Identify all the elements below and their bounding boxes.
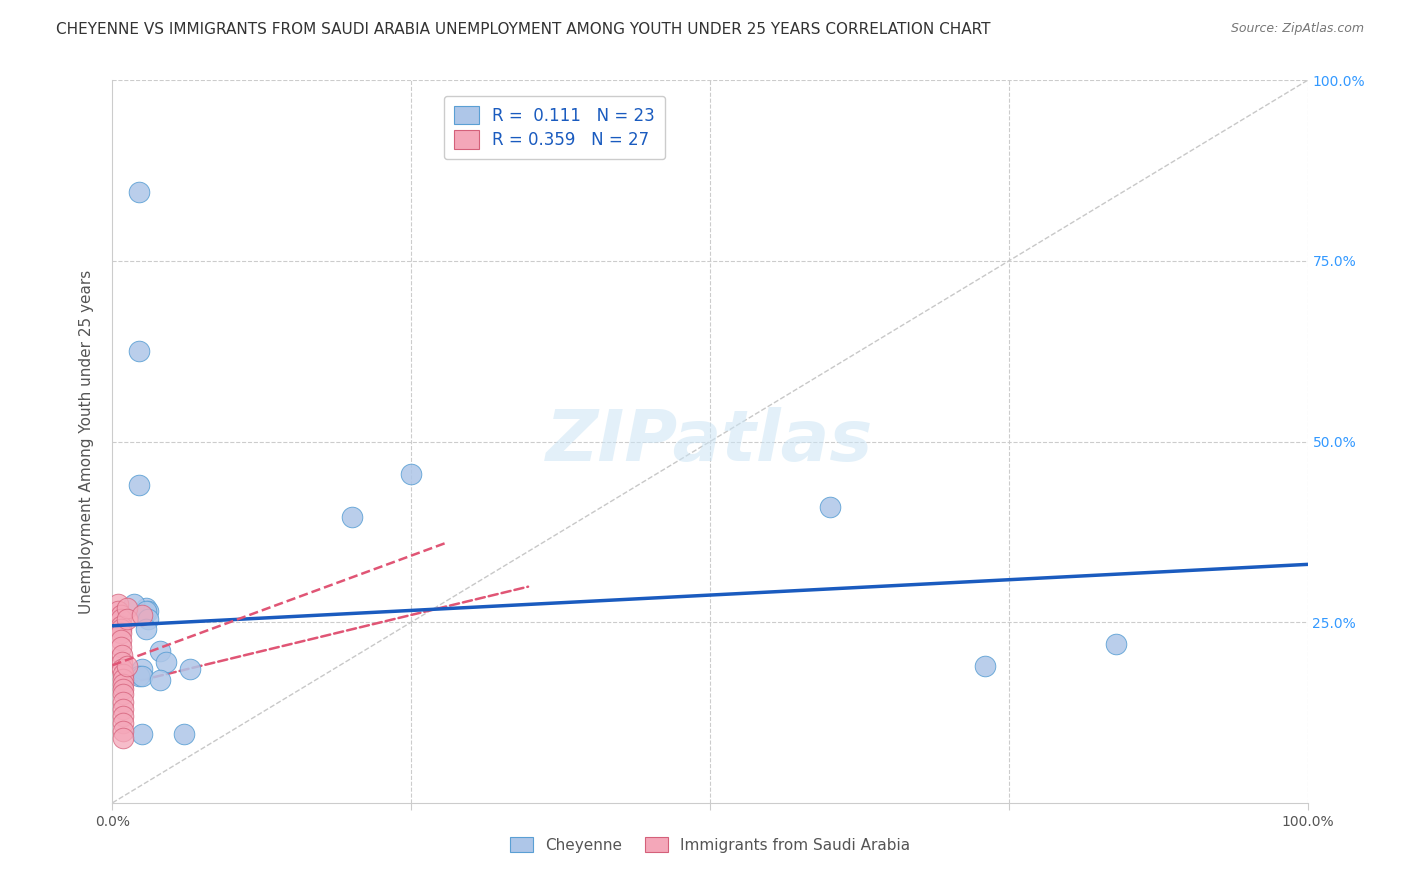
Point: [340, 510, 363, 524]
Point: [131, 607, 153, 622]
Legend: Cheyenne, Immigrants from Saudi Arabia: Cheyenne, Immigrants from Saudi Arabia: [502, 829, 918, 860]
Point: [112, 667, 135, 681]
Point: [112, 676, 135, 690]
Point: [1105, 637, 1128, 651]
Point: [110, 626, 132, 640]
Point: [112, 723, 135, 738]
Point: [112, 716, 135, 731]
Text: Source: ZipAtlas.com: Source: ZipAtlas.com: [1230, 22, 1364, 36]
Point: [173, 727, 195, 741]
Point: [110, 633, 132, 648]
Point: [128, 186, 150, 200]
Point: [110, 619, 132, 633]
Point: [128, 344, 150, 359]
Point: [155, 655, 177, 669]
Point: [138, 604, 160, 618]
Point: [111, 655, 134, 669]
Point: [131, 727, 153, 741]
Point: [110, 640, 132, 655]
Point: [401, 467, 423, 481]
Point: [179, 662, 201, 676]
Point: [122, 597, 145, 611]
Point: [112, 687, 135, 701]
Point: [131, 669, 153, 683]
Point: [111, 648, 134, 662]
Point: [135, 600, 157, 615]
Point: [128, 478, 150, 492]
Point: [131, 662, 153, 676]
Y-axis label: Unemployment Among Youth under 25 years: Unemployment Among Youth under 25 years: [79, 269, 94, 614]
Point: [138, 611, 160, 625]
Point: [112, 695, 135, 709]
Point: [112, 681, 135, 696]
Point: [115, 611, 138, 625]
Point: [974, 658, 997, 673]
Point: [818, 500, 841, 514]
Point: [115, 658, 138, 673]
Point: [149, 673, 172, 687]
Point: [110, 611, 132, 625]
Point: [110, 607, 132, 622]
Point: [135, 623, 157, 637]
Text: CHEYENNE VS IMMIGRANTS FROM SAUDI ARABIA UNEMPLOYMENT AMONG YOUTH UNDER 25 YEARS: CHEYENNE VS IMMIGRANTS FROM SAUDI ARABIA…: [56, 22, 991, 37]
Point: [112, 672, 135, 686]
Point: [111, 662, 134, 676]
Point: [112, 709, 135, 723]
Point: [135, 604, 157, 618]
Point: [107, 597, 129, 611]
Point: [115, 600, 138, 615]
Point: [128, 669, 150, 683]
Point: [149, 644, 172, 658]
Point: [112, 731, 135, 745]
Text: ZIPatlas: ZIPatlas: [547, 407, 873, 476]
Point: [107, 604, 129, 618]
Point: [112, 702, 135, 716]
Point: [110, 623, 132, 637]
